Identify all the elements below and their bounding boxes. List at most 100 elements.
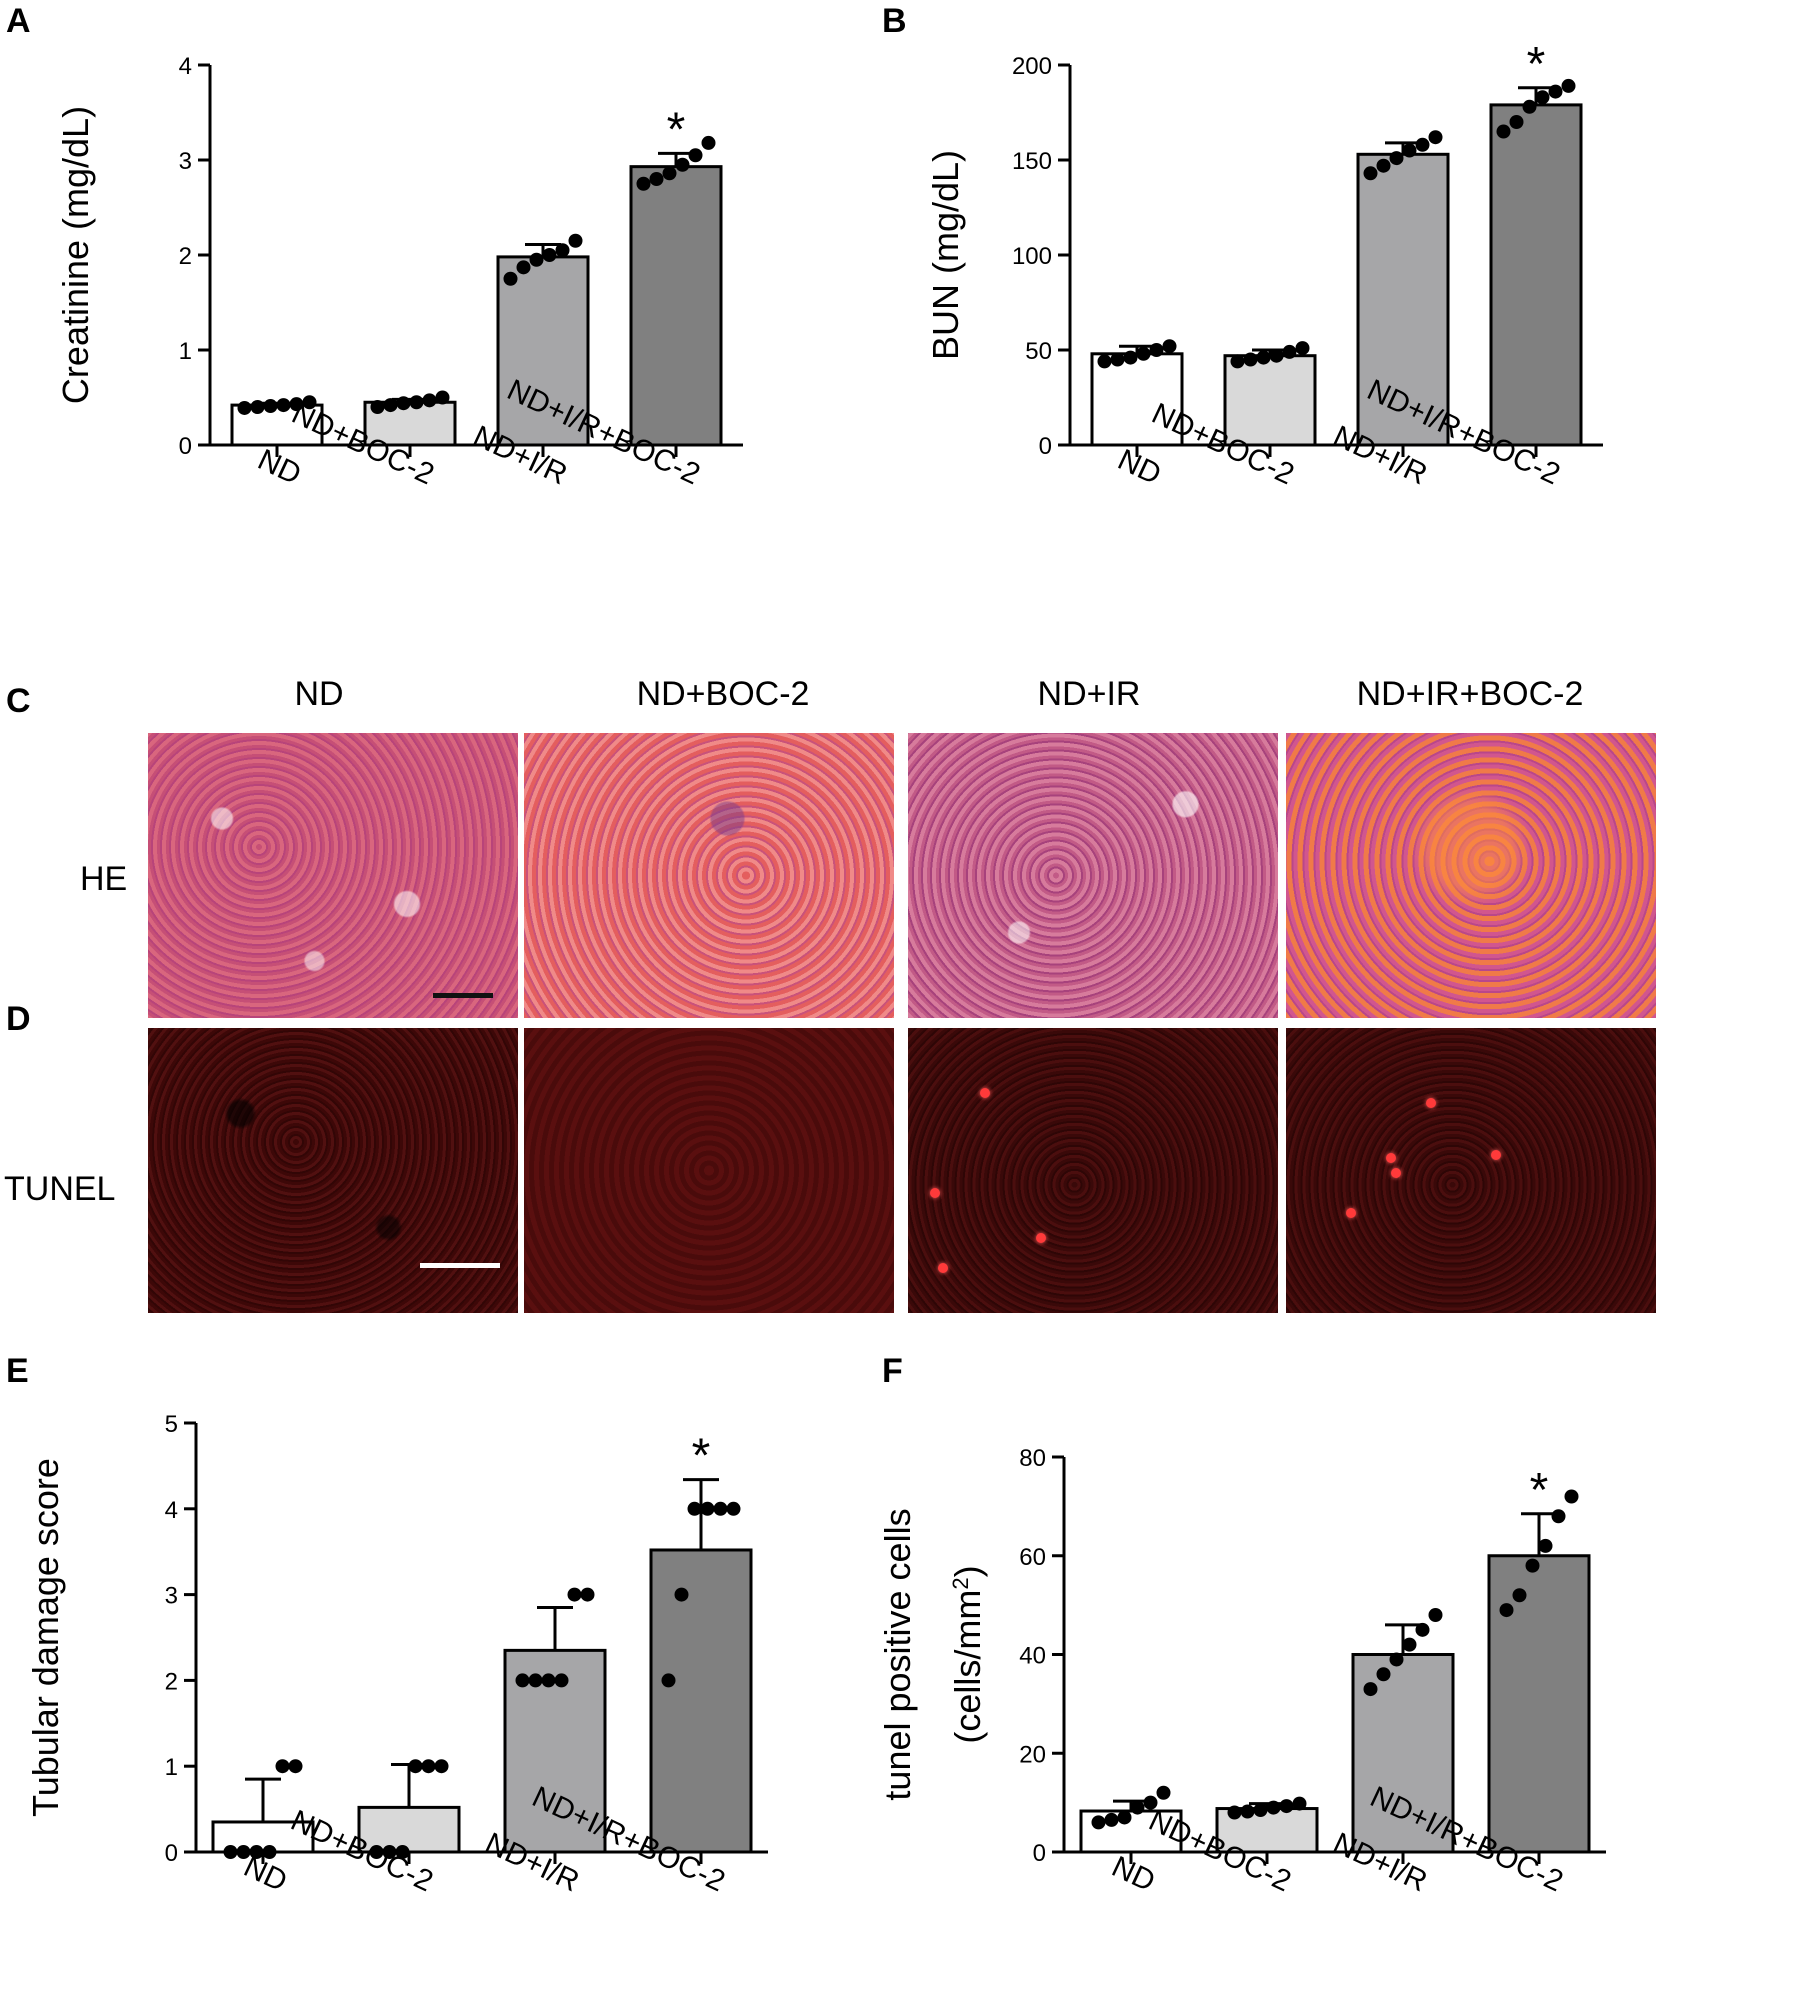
data-point — [262, 1845, 277, 1859]
tunel-image-nd-ir — [908, 1028, 1278, 1313]
tunel-positive-spot — [930, 1188, 940, 1198]
data-point — [726, 1501, 741, 1516]
data-point — [700, 1501, 715, 1516]
data-point — [515, 1673, 530, 1688]
data-point — [1525, 1558, 1540, 1573]
data-point — [1149, 343, 1164, 357]
data-point — [1156, 1785, 1171, 1800]
data-point — [1240, 1804, 1255, 1819]
data-point — [1538, 1538, 1553, 1553]
y-tick-label: 4 — [165, 1497, 178, 1524]
data-point — [370, 400, 385, 414]
data-point — [434, 1759, 449, 1774]
data-point — [661, 1673, 676, 1688]
panel-letter-c: C — [6, 682, 31, 720]
y-tick-label: 2 — [165, 1668, 178, 1695]
data-point — [223, 1845, 238, 1859]
tunel-positive-spot — [1426, 1098, 1436, 1108]
panel-letter-a: A — [6, 2, 31, 40]
data-point — [249, 1845, 264, 1859]
data-point — [1123, 350, 1138, 365]
data-point — [541, 1673, 556, 1688]
data-point — [408, 1759, 423, 1774]
bar — [629, 165, 723, 447]
y-tick-label: 40 — [1019, 1643, 1046, 1670]
significance-marker: * — [667, 103, 686, 156]
data-point — [409, 395, 424, 410]
tunel-image-nd-ir-boc2 — [1286, 1028, 1656, 1313]
bar — [1489, 103, 1583, 447]
data-point — [288, 1759, 303, 1774]
data-point — [1551, 1509, 1566, 1524]
data-point — [383, 398, 398, 413]
data-point — [1496, 124, 1511, 139]
data-point — [1110, 352, 1125, 367]
data-point — [250, 400, 265, 414]
data-point — [263, 399, 278, 414]
data-point — [1415, 137, 1430, 152]
data-point — [1428, 130, 1443, 145]
data-point — [1256, 350, 1271, 365]
data-point — [1295, 341, 1310, 356]
x-category-label: ND — [253, 443, 306, 491]
data-point — [422, 393, 437, 408]
y-tick-label: 5 — [165, 1411, 178, 1438]
bar — [1487, 1554, 1591, 1854]
data-point — [713, 1501, 728, 1516]
panel-letter-d: D — [6, 1000, 31, 1038]
data-point — [1243, 352, 1258, 367]
data-point — [395, 1845, 410, 1859]
data-point — [275, 1759, 290, 1774]
data-point — [568, 233, 583, 248]
data-point — [1136, 346, 1151, 361]
data-point — [1143, 1795, 1158, 1810]
tunel-positive-spot — [1036, 1233, 1046, 1243]
data-point — [1376, 1667, 1391, 1682]
y-tick-label: 0 — [1033, 1840, 1046, 1867]
y-tick-label: 4 — [179, 53, 192, 80]
he-image-nd — [148, 733, 518, 1018]
y-tick-label: 2 — [179, 243, 192, 270]
tunel-positive-spot — [980, 1088, 990, 1098]
y-tick-label: 1 — [165, 1754, 178, 1781]
data-point — [276, 398, 291, 413]
data-point — [1535, 90, 1550, 105]
data-point — [237, 400, 252, 415]
panel-letter-f: F — [882, 1352, 903, 1390]
y-tick-label: 20 — [1019, 1741, 1046, 1768]
panel-letter-e: E — [6, 1352, 29, 1390]
y-axis-label-units: (cells/mm2) — [947, 1565, 988, 1743]
data-point — [555, 243, 570, 258]
y-tick-label: 1 — [179, 338, 192, 365]
significance-marker: * — [692, 1430, 711, 1483]
y-axis-label: Tubular damage score — [25, 1458, 66, 1817]
data-point — [1230, 354, 1245, 369]
y-axis-label: BUN (mg/dL) — [925, 150, 966, 360]
y-axis-label: Creatinine (mg/dL) — [55, 106, 96, 404]
data-point — [1512, 1588, 1527, 1603]
data-point — [236, 1845, 251, 1859]
data-point — [1282, 344, 1297, 359]
data-point — [567, 1587, 582, 1602]
y-tick-label: 0 — [1039, 433, 1052, 460]
data-point — [503, 271, 518, 286]
bar — [649, 1548, 753, 1854]
y-tick-label: 200 — [1012, 53, 1052, 80]
data-point — [1269, 348, 1284, 363]
data-point — [687, 1501, 702, 1516]
data-point — [701, 135, 716, 150]
data-point — [382, 1845, 397, 1859]
tunel-positive-spot — [1386, 1153, 1396, 1163]
data-point — [1561, 78, 1576, 93]
data-point — [1253, 1803, 1268, 1818]
data-point — [396, 396, 411, 411]
data-point — [636, 176, 651, 191]
data-point — [1227, 1805, 1242, 1820]
data-point — [1509, 115, 1524, 129]
data-point — [542, 248, 557, 262]
y-tick-label: 80 — [1019, 1445, 1046, 1472]
data-point — [435, 390, 450, 405]
data-point — [1130, 1800, 1145, 1815]
